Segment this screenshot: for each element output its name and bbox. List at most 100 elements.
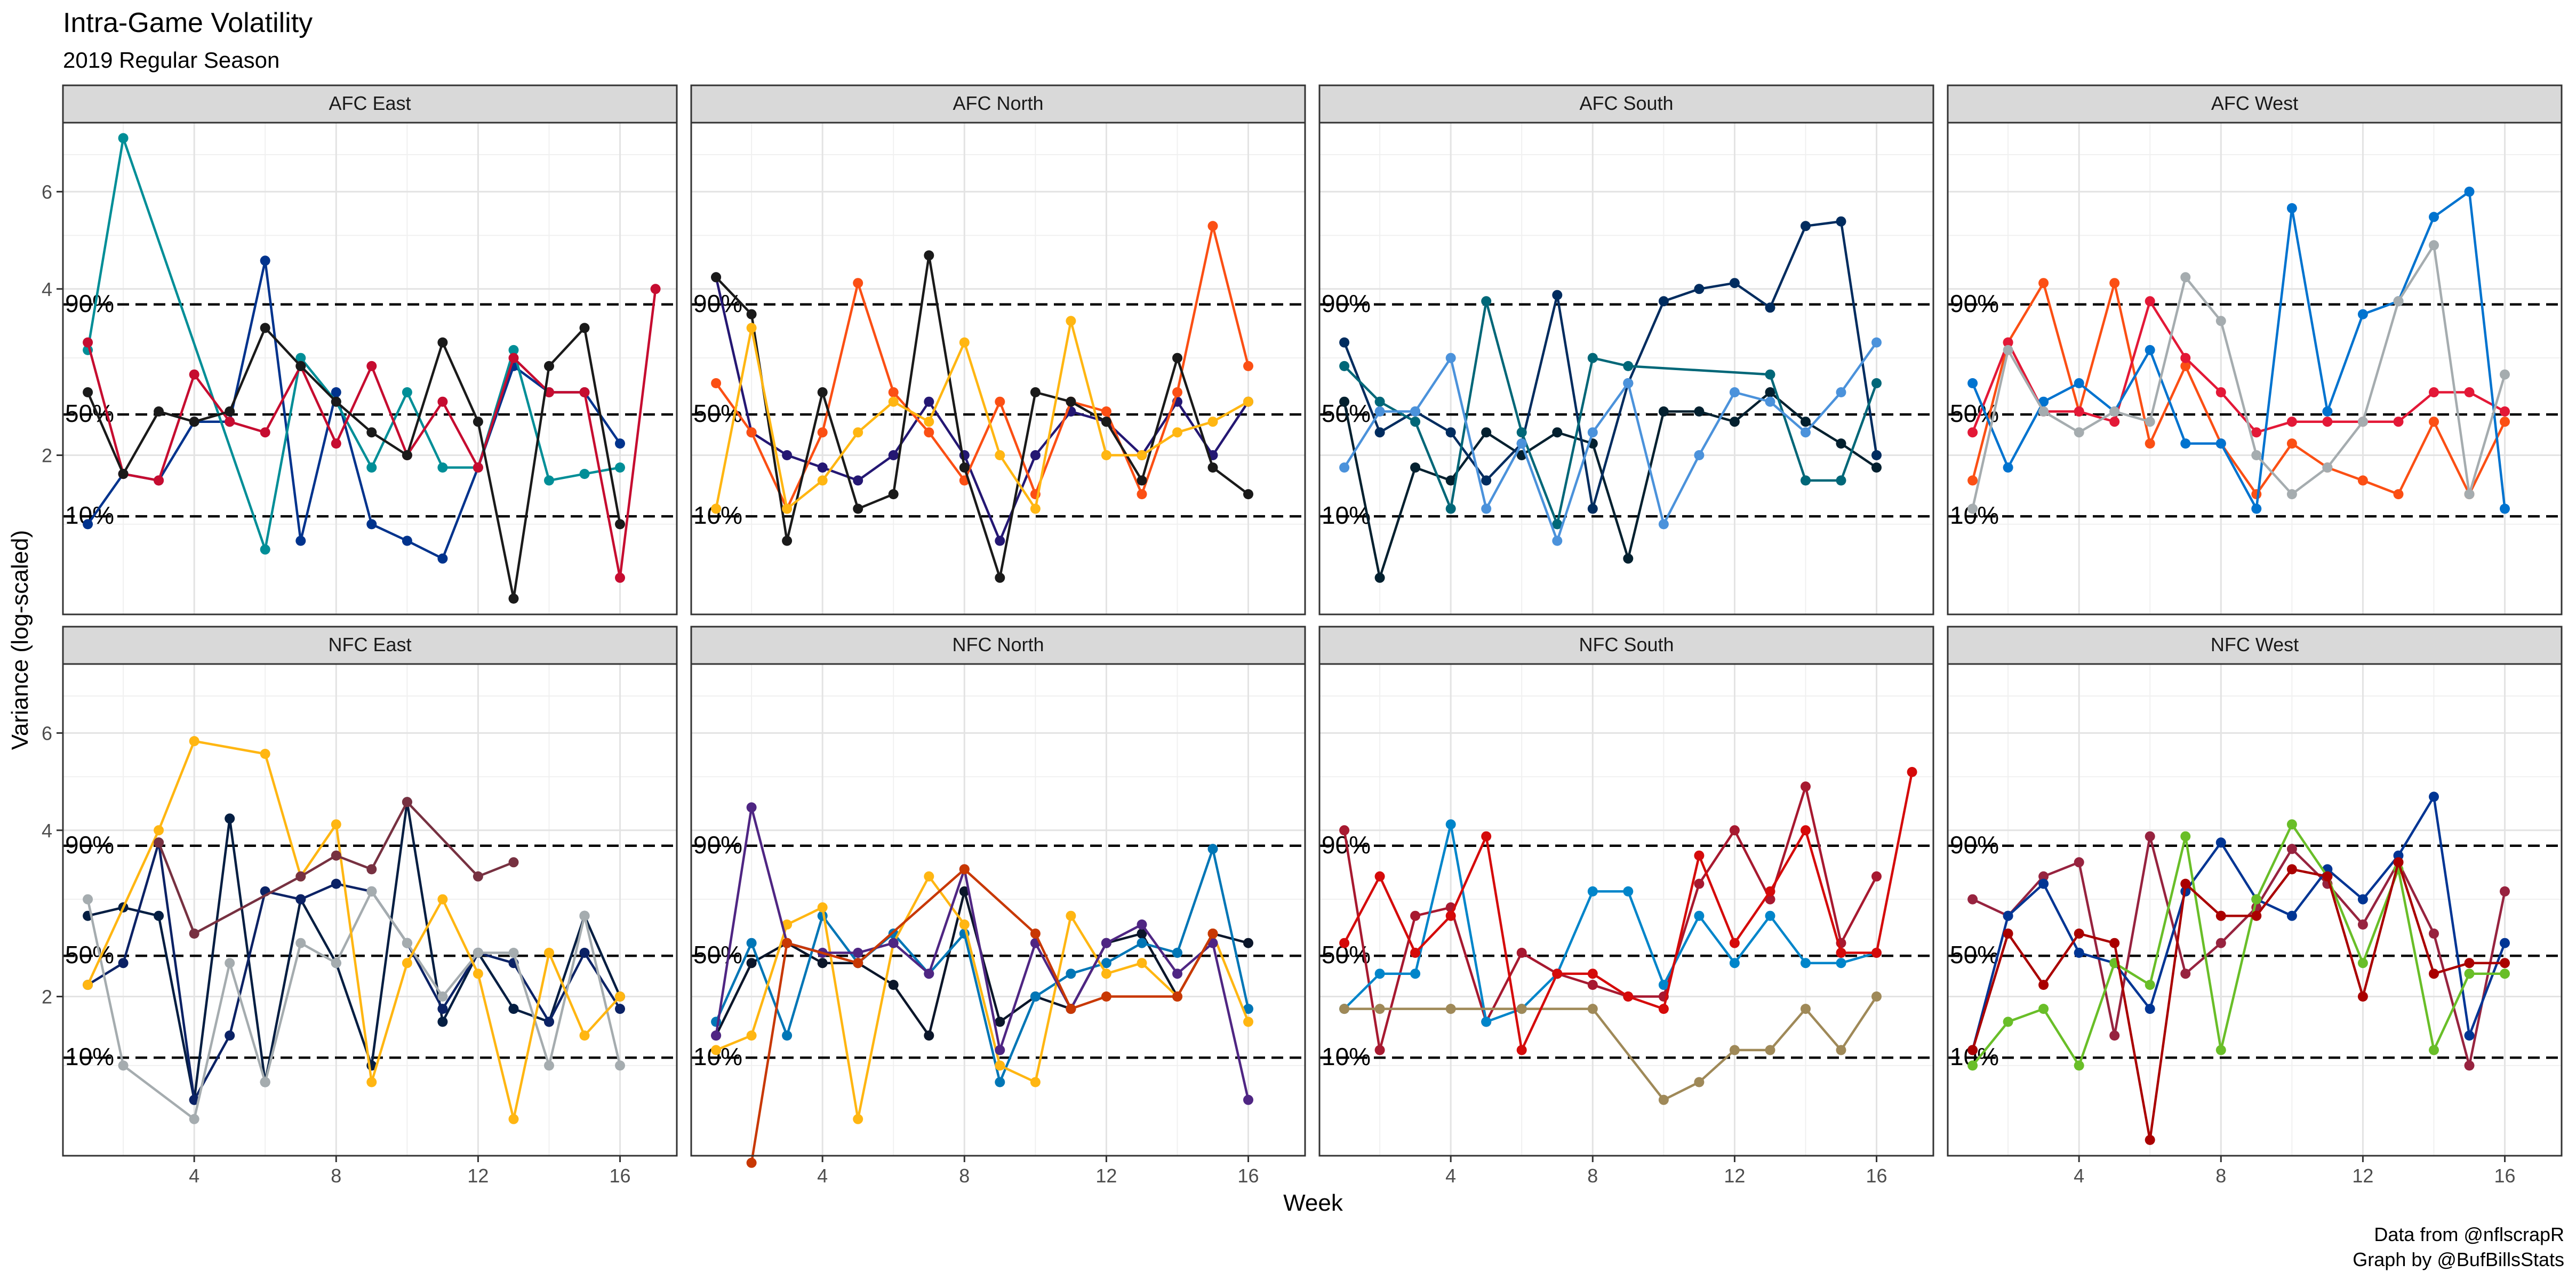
data-point bbox=[118, 469, 129, 479]
data-point bbox=[1836, 1045, 1846, 1055]
data-point bbox=[189, 417, 199, 427]
data-point bbox=[189, 736, 199, 747]
data-point bbox=[1658, 519, 1669, 530]
panel-strip-label: NFC North bbox=[952, 634, 1044, 655]
y-tick-label: 2 bbox=[42, 986, 52, 1008]
data-point bbox=[1694, 450, 1705, 460]
data-point bbox=[959, 886, 970, 897]
data-point bbox=[2215, 316, 2226, 326]
series-nyj bbox=[83, 323, 625, 604]
series-line bbox=[1343, 785, 1878, 1052]
data-point bbox=[888, 980, 899, 990]
data-point bbox=[2109, 1030, 2120, 1041]
series-pit bbox=[711, 316, 1253, 514]
data-point bbox=[1339, 938, 1350, 948]
reference-label: 90% bbox=[1950, 290, 1999, 317]
data-point bbox=[1907, 767, 1917, 777]
data-point bbox=[437, 894, 448, 905]
data-point bbox=[225, 1030, 235, 1041]
series-phi bbox=[83, 886, 625, 1124]
series-min2 bbox=[746, 864, 1218, 1168]
data-point bbox=[260, 544, 270, 555]
data-point bbox=[2500, 369, 2510, 380]
data-point bbox=[1552, 969, 1563, 979]
data-point bbox=[2109, 406, 2120, 417]
series-line bbox=[157, 801, 514, 935]
data-point bbox=[2500, 958, 2510, 969]
data-point bbox=[154, 910, 164, 921]
data-point bbox=[154, 837, 164, 848]
data-point bbox=[2500, 503, 2510, 514]
data-point bbox=[1658, 1004, 1669, 1014]
series-ten bbox=[1339, 337, 1882, 546]
reference-label: 10% bbox=[65, 1043, 114, 1070]
reference-label: 50% bbox=[693, 941, 742, 969]
data-point bbox=[1243, 489, 1253, 500]
data-point bbox=[260, 1077, 270, 1087]
data-point bbox=[888, 387, 899, 397]
data-point bbox=[83, 519, 93, 530]
x-axis-title: Week bbox=[1283, 1190, 1343, 1216]
data-point bbox=[924, 417, 934, 427]
data-point bbox=[1445, 475, 1456, 486]
data-point bbox=[711, 272, 722, 283]
data-point bbox=[1516, 1004, 1527, 1014]
data-point bbox=[1587, 1004, 1598, 1014]
data-point bbox=[2464, 489, 2475, 500]
series-no bbox=[1339, 991, 1882, 1105]
caption-line-2: Graph by @BufBillsStats bbox=[2353, 1249, 2564, 1270]
data-point bbox=[1030, 387, 1041, 397]
data-point bbox=[2357, 958, 2368, 969]
data-point bbox=[782, 919, 793, 930]
data-point bbox=[1101, 969, 1111, 979]
data-point bbox=[1623, 361, 1634, 371]
data-point bbox=[1694, 406, 1705, 417]
data-point bbox=[2180, 438, 2191, 449]
data-point bbox=[2003, 910, 2013, 921]
data-point bbox=[782, 503, 793, 514]
series-line bbox=[715, 277, 1250, 542]
y-tick-label: 6 bbox=[42, 181, 52, 203]
panel-strip bbox=[690, 626, 1306, 665]
series-line bbox=[1343, 341, 1878, 542]
data-point bbox=[2464, 958, 2475, 969]
x-tick-label: 16 bbox=[1238, 1165, 1259, 1187]
data-point bbox=[2074, 948, 2084, 958]
x-tick-label: 8 bbox=[331, 1165, 341, 1187]
data-point bbox=[1243, 1004, 1253, 1014]
panel-background bbox=[691, 123, 1305, 614]
panel-border bbox=[690, 122, 1306, 615]
data-point bbox=[1765, 910, 1775, 921]
data-point bbox=[2286, 844, 2297, 854]
data-point bbox=[579, 948, 590, 958]
data-point bbox=[189, 1094, 199, 1105]
data-point bbox=[1967, 1045, 1978, 1055]
data-point bbox=[2464, 1060, 2475, 1071]
series-line bbox=[1971, 795, 2506, 1051]
panel-strip bbox=[62, 84, 678, 124]
data-point bbox=[1587, 980, 1598, 990]
data-point bbox=[83, 894, 93, 905]
data-point bbox=[2357, 919, 2368, 930]
data-point bbox=[225, 958, 235, 969]
data-point bbox=[1243, 396, 1253, 407]
data-point bbox=[544, 1060, 554, 1071]
data-point bbox=[366, 1077, 377, 1087]
data-point bbox=[995, 1060, 1005, 1071]
reference-label: 90% bbox=[65, 290, 114, 317]
data-point bbox=[615, 1004, 625, 1014]
data-point bbox=[1516, 948, 1527, 958]
data-point bbox=[1587, 353, 1598, 363]
reference-label: 10% bbox=[1322, 501, 1371, 529]
panel-border bbox=[1947, 122, 2563, 615]
data-point bbox=[1374, 969, 1385, 979]
data-point bbox=[2322, 417, 2333, 427]
data-point bbox=[1101, 991, 1111, 1002]
data-point bbox=[2429, 387, 2439, 397]
data-point bbox=[2251, 427, 2262, 438]
panel-border bbox=[1318, 122, 1934, 615]
data-point bbox=[2500, 406, 2510, 417]
data-point bbox=[402, 938, 412, 948]
reference-label: 90% bbox=[1950, 831, 1999, 859]
